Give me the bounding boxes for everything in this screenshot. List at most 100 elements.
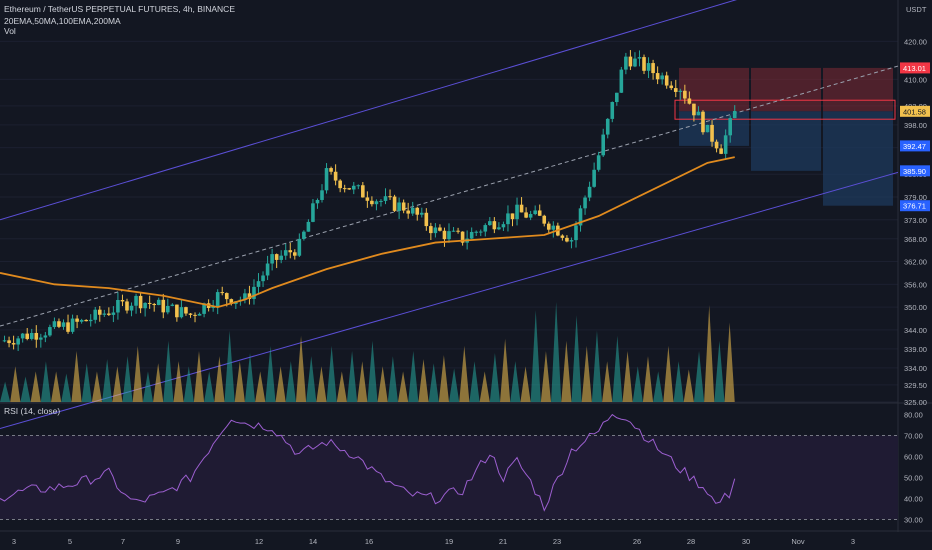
candle [678, 88, 683, 100]
candle [379, 199, 383, 207]
candle [20, 332, 25, 343]
candle [560, 234, 565, 241]
moving-average-line [0, 156, 735, 309]
candle [324, 163, 329, 194]
candle [692, 103, 696, 122]
candle [587, 181, 592, 202]
price-label: 401.58 [903, 107, 926, 116]
price-tick-label: 350.00 [904, 303, 927, 312]
time-tick-label: 19 [445, 537, 453, 546]
candle [519, 197, 524, 213]
candle [655, 66, 660, 85]
candle [483, 223, 488, 237]
candle [701, 110, 705, 135]
candle [25, 327, 30, 341]
candle [256, 273, 261, 295]
candle [70, 314, 75, 334]
time-tick-label: 26 [633, 537, 641, 546]
candle [714, 139, 719, 153]
price-tick-label: 410.00 [904, 75, 927, 84]
candle [102, 309, 107, 317]
candle [429, 222, 433, 240]
candle [2, 335, 7, 343]
candle [592, 162, 596, 188]
candle [88, 314, 93, 327]
candle [356, 184, 361, 190]
candle [619, 66, 624, 93]
position-zones [674, 67, 896, 206]
candle [628, 50, 633, 71]
indicator-legend[interactable]: 20EMA,50MA,100EMA,200MA [4, 16, 121, 26]
candle [696, 106, 701, 116]
candle [156, 297, 161, 306]
price-tick-label: 325.00 [904, 398, 927, 407]
candle [569, 237, 574, 249]
candle [610, 101, 615, 123]
candle [166, 298, 170, 315]
candle [524, 207, 528, 219]
candle [29, 328, 34, 341]
price-tick-label: 356.00 [904, 280, 927, 289]
time-tick-label: 5 [68, 537, 72, 546]
candle [651, 59, 655, 80]
candle [11, 335, 16, 350]
candle [306, 219, 311, 232]
candle [93, 306, 98, 324]
volume-legend[interactable]: Vol [4, 26, 16, 36]
price-tick-label: 398.00 [904, 121, 927, 130]
stop-zone [751, 67, 821, 112]
time-tick-label: 3 [12, 537, 16, 546]
candle [361, 181, 365, 198]
candle [451, 227, 456, 232]
candle [533, 205, 537, 216]
candle [528, 210, 533, 221]
candle [438, 224, 442, 232]
candle [542, 214, 547, 227]
price-label-bg [900, 200, 930, 212]
chart-title: Ethereum / TetherUS PERPETUAL FUTURES, 4… [4, 4, 235, 14]
candle [460, 231, 465, 246]
price-label: 413.01 [903, 64, 926, 73]
candle [243, 288, 247, 304]
rsi-pane [0, 413, 898, 520]
candle [515, 197, 519, 226]
candle [107, 307, 111, 316]
candle [388, 189, 392, 201]
candle [551, 221, 556, 238]
candle [333, 164, 338, 186]
candle [143, 302, 147, 317]
candle [338, 179, 342, 193]
rsi-tick-label: 40.00 [904, 495, 923, 504]
candle [365, 191, 370, 208]
time-axis[interactable]: 3 5 7 9 12 14 16 19 21 23 26 28 30 Nov 3 [12, 537, 855, 546]
candle [66, 314, 70, 334]
stop-zone [823, 67, 893, 112]
candle [170, 303, 175, 307]
candle [288, 242, 293, 259]
candle [637, 50, 642, 67]
candle [351, 181, 356, 195]
price-label: 385.90 [903, 167, 926, 176]
candle [456, 227, 460, 234]
candle [433, 223, 438, 238]
candle [97, 306, 102, 322]
candle [16, 336, 20, 352]
price-label: 376.71 [903, 202, 926, 211]
candle [111, 306, 116, 323]
time-tick-label: 9 [176, 537, 180, 546]
candle [469, 227, 474, 240]
price-axis[interactable]: USDT420.00410.00403.00398.00392.00385.00… [904, 5, 927, 525]
candle [624, 52, 628, 75]
candle [52, 317, 57, 329]
entry-box [674, 99, 896, 120]
candle [633, 52, 637, 68]
price-label: 392.47 [903, 142, 926, 151]
candle [673, 79, 678, 98]
candle [510, 213, 515, 227]
stop-zone [679, 67, 749, 112]
rsi-legend[interactable]: RSI (14, close) [4, 406, 61, 416]
candle [719, 144, 723, 155]
candle [383, 188, 388, 205]
rsi-tick-label: 60.00 [904, 453, 923, 462]
